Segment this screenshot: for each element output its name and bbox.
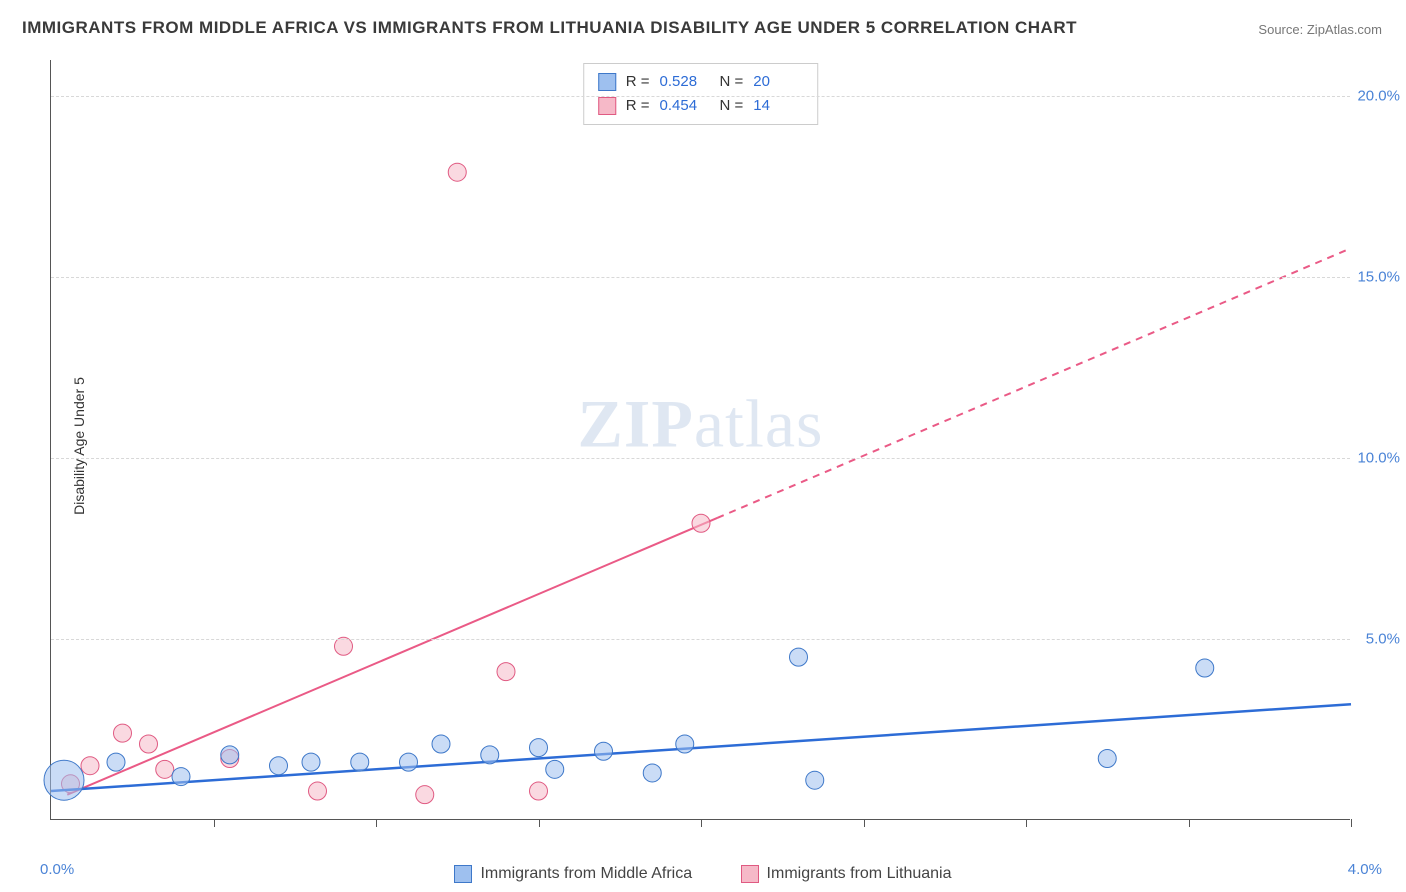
source-link: ZipAtlas.com	[1307, 22, 1382, 37]
source-attribution: Source: ZipAtlas.com	[1258, 22, 1382, 37]
gridline	[51, 639, 1350, 640]
gridline	[51, 458, 1350, 459]
x-tick	[701, 819, 702, 827]
y-tick-label: 15.0%	[1357, 269, 1400, 286]
gridline	[51, 96, 1350, 97]
legend-item-blue: Immigrants from Middle Africa	[454, 865, 692, 883]
y-tick-label: 10.0%	[1357, 450, 1400, 467]
y-tick-label: 20.0%	[1357, 88, 1400, 105]
x-tick	[1026, 819, 1027, 827]
series-legend: Immigrants from Middle Africa Immigrants…	[0, 865, 1406, 888]
legend-swatch-pink	[741, 865, 759, 883]
plot-svg	[51, 60, 1350, 819]
legend-swatch-blue	[454, 865, 472, 883]
legend-item-pink: Immigrants from Lithuania	[741, 865, 952, 883]
legend-label-pink: Immigrants from Lithuania	[767, 865, 952, 883]
x-tick	[864, 819, 865, 827]
plot-area: ZIPatlas R = 0.528 N = 20 R = 0.454 N = …	[50, 60, 1350, 820]
y-tick-label: 5.0%	[1366, 631, 1400, 648]
x-tick	[1189, 819, 1190, 827]
x-tick	[539, 819, 540, 827]
chart-title: IMMIGRANTS FROM MIDDLE AFRICA VS IMMIGRA…	[22, 18, 1077, 38]
source-label: Source:	[1258, 22, 1303, 37]
x-tick	[376, 819, 377, 827]
x-tick	[1351, 819, 1352, 827]
x-tick	[214, 819, 215, 827]
gridline	[51, 277, 1350, 278]
legend-label-blue: Immigrants from Middle Africa	[480, 865, 692, 883]
